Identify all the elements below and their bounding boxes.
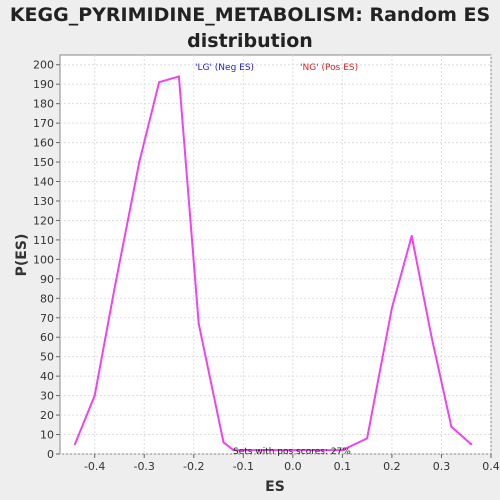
data-point <box>177 75 180 78</box>
x-axis-label: ES <box>265 479 285 495</box>
data-point <box>232 449 235 452</box>
y-tick-label: 180 <box>33 98 54 111</box>
x-tick-label: 0.1 <box>334 460 352 473</box>
data-point <box>430 336 433 339</box>
x-tick-label: 0.0 <box>284 460 302 473</box>
pos-scores-annotation: Sets with pos scores: 27% <box>233 447 351 457</box>
y-tick-label: 170 <box>33 117 54 130</box>
y-tick-label: 160 <box>33 137 54 150</box>
y-tick-label: 130 <box>33 195 54 208</box>
data-point <box>158 81 161 84</box>
legend-entry: 'NG' (Pos ES) <box>300 63 358 73</box>
y-tick-label: 60 <box>40 331 54 344</box>
data-point <box>390 307 393 310</box>
chart-title-line1: KEGG_PYRIMIDINE_METABOLISM: Random ES <box>9 4 491 26</box>
x-tick-label: -0.4 <box>84 460 105 473</box>
series-layer <box>73 75 473 452</box>
data-point <box>410 235 413 238</box>
data-point <box>222 441 225 444</box>
data-point <box>113 287 116 290</box>
es-distribution-line <box>73 75 472 452</box>
x-tick-label: -0.2 <box>183 460 204 473</box>
data-point <box>93 394 96 397</box>
y-tick-label: 110 <box>33 234 54 247</box>
y-tick-label: 190 <box>33 78 54 91</box>
y-tick-label: 40 <box>40 370 54 383</box>
data-point <box>450 425 453 428</box>
y-tick-label: 30 <box>40 390 54 403</box>
y-tick-label: 90 <box>40 273 54 286</box>
y-tick-label: 80 <box>40 292 54 305</box>
grid-layer <box>60 55 492 455</box>
y-axis: 0 10 20 30 40 50 60 70 80 90 100 110 120 130 140 150 160… <box>33 59 60 461</box>
chart-title: KEGG_PYRIMIDINE_METABOLISM: Random ES di… <box>0 2 500 54</box>
y-tick-label: 70 <box>40 312 54 325</box>
data-point <box>470 443 473 446</box>
y-tick-label: 0 <box>47 448 54 461</box>
y-tick-label: 100 <box>33 253 54 266</box>
data-point <box>138 161 141 164</box>
plot-area <box>59 54 492 455</box>
y-tick-label: 150 <box>33 156 54 169</box>
y-tick-label: 20 <box>40 409 54 422</box>
data-point <box>73 443 76 446</box>
chart-title-line2: distribution <box>187 30 313 52</box>
x-tick-label: 0.2 <box>383 460 401 473</box>
y-tick-label: 200 <box>33 59 54 72</box>
data-point <box>366 437 369 440</box>
y-tick-label: 140 <box>33 176 54 189</box>
x-tick-label: 0.4 <box>482 460 500 473</box>
x-tick-label: 0.3 <box>433 460 451 473</box>
y-axis-label: P(ES) <box>14 234 30 277</box>
data-point <box>197 322 200 325</box>
data-point <box>341 449 344 452</box>
x-tick-label: -0.3 <box>133 460 154 473</box>
y-tick-label: 120 <box>33 214 54 227</box>
legend: 'LG' (Neg ES) 'NG' (Pos ES) <box>195 63 358 73</box>
y-tick-label: 50 <box>40 351 54 364</box>
x-tick-label: -0.1 <box>233 460 254 473</box>
legend-entry: 'LG' (Neg ES) <box>195 63 254 73</box>
y-tick-label: 10 <box>40 429 54 442</box>
x-axis: -0.4 -0.3 -0.2 -0.1 0.0 0.1 0.2 0.3 0.4 <box>84 454 500 473</box>
